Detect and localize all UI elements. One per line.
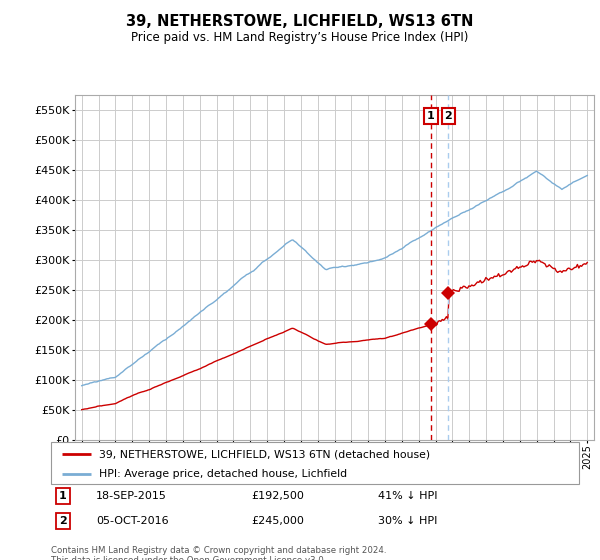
Text: 1: 1 xyxy=(427,111,435,121)
Text: 05-OCT-2016: 05-OCT-2016 xyxy=(96,516,169,526)
Text: 2: 2 xyxy=(59,516,67,526)
Text: 41% ↓ HPI: 41% ↓ HPI xyxy=(379,491,438,501)
Text: 18-SEP-2015: 18-SEP-2015 xyxy=(96,491,167,501)
FancyBboxPatch shape xyxy=(51,442,579,484)
Text: 2: 2 xyxy=(445,111,452,121)
Text: 39, NETHERSTOWE, LICHFIELD, WS13 6TN: 39, NETHERSTOWE, LICHFIELD, WS13 6TN xyxy=(127,14,473,29)
Text: Price paid vs. HM Land Registry’s House Price Index (HPI): Price paid vs. HM Land Registry’s House … xyxy=(131,31,469,44)
Text: £245,000: £245,000 xyxy=(251,516,305,526)
Text: 30% ↓ HPI: 30% ↓ HPI xyxy=(379,516,438,526)
Text: HPI: Average price, detached house, Lichfield: HPI: Average price, detached house, Lich… xyxy=(98,469,347,479)
Text: 39, NETHERSTOWE, LICHFIELD, WS13 6TN (detached house): 39, NETHERSTOWE, LICHFIELD, WS13 6TN (de… xyxy=(98,449,430,459)
Text: £192,500: £192,500 xyxy=(251,491,305,501)
Text: Contains HM Land Registry data © Crown copyright and database right 2024.
This d: Contains HM Land Registry data © Crown c… xyxy=(51,546,386,560)
Text: 1: 1 xyxy=(59,491,67,501)
